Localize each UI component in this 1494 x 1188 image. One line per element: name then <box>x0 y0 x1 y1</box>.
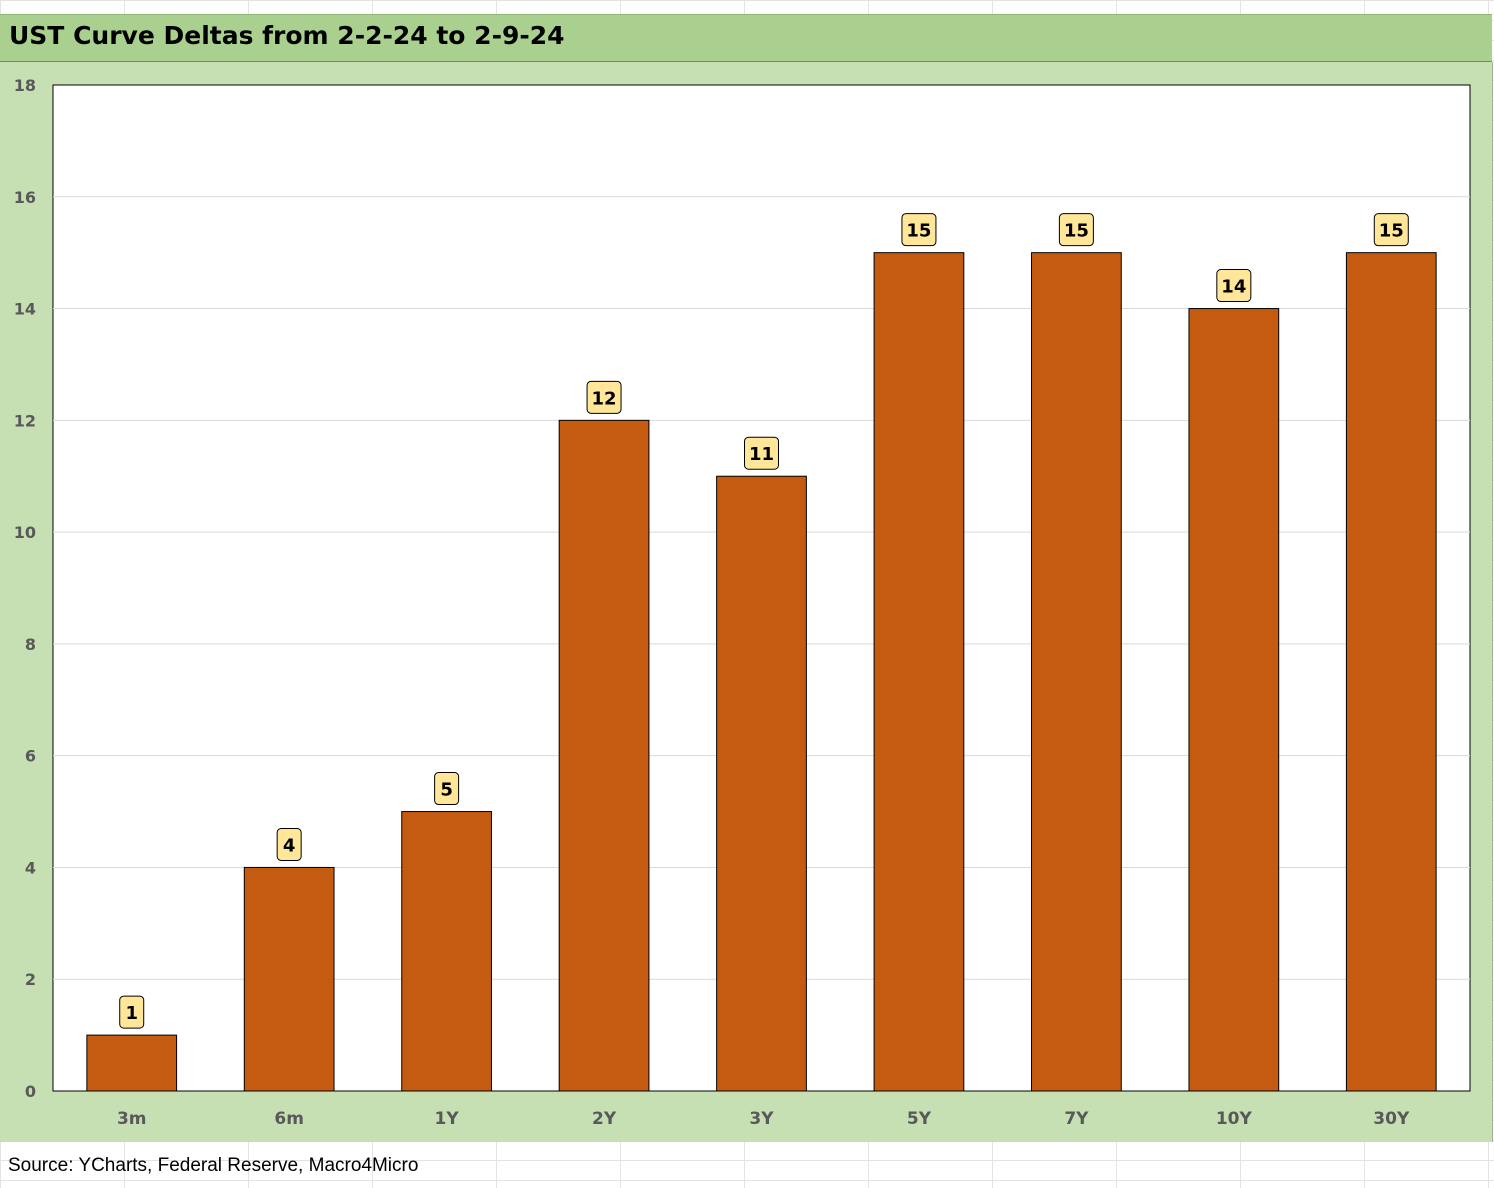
bar-3Y <box>716 475 807 1092</box>
data-label: 15 <box>1379 221 1404 242</box>
x-axis-ticks: 3m 6m 1Y 2Y 3Y 5Y 7Y 10Y 30Y <box>117 1109 1410 1129</box>
x-tick-label: 30Y <box>1373 1109 1410 1129</box>
chart-title: UST Curve Deltas from 2-2-24 to 2-9-24 <box>9 21 565 50</box>
x-tick-label: 7Y <box>1064 1109 1089 1129</box>
bar-3m <box>86 1034 178 1092</box>
x-tick-label: 10Y <box>1216 1109 1253 1129</box>
data-label-box <box>119 995 145 1029</box>
x-tick-label: 3Y <box>749 1109 774 1129</box>
y-tick-label: 10 <box>14 523 36 542</box>
data-label: 1 <box>125 1003 138 1024</box>
x-tick-label: 5Y <box>907 1109 932 1129</box>
data-label-box <box>1373 213 1409 247</box>
data-label: 11 <box>749 444 774 465</box>
bar-6m <box>243 866 335 1092</box>
data-label-box <box>276 827 302 861</box>
y-axis-ticks: 0 2 4 6 8 10 12 14 16 18 <box>14 76 36 1101</box>
y-tick-label: 0 <box>25 1082 36 1101</box>
data-label-box <box>1216 269 1252 303</box>
x-tick-label: 3m <box>117 1109 147 1129</box>
bars <box>86 252 1437 1092</box>
y-tick-label: 6 <box>25 747 36 766</box>
bar-5Y <box>873 252 965 1092</box>
data-label: 5 <box>440 780 453 801</box>
data-label: 15 <box>1064 221 1089 242</box>
bar-10Y <box>1188 308 1280 1092</box>
data-label-box <box>744 436 779 470</box>
y-tick-label: 12 <box>14 411 36 430</box>
y-tick-label: 2 <box>25 970 36 989</box>
data-label-box <box>901 213 937 247</box>
y-tick-label: 8 <box>25 635 36 654</box>
x-tick-label: 6m <box>274 1109 304 1129</box>
y-tick-label: 14 <box>14 300 36 319</box>
bar-2Y <box>558 419 650 1092</box>
data-label-box <box>1058 213 1094 247</box>
data-label-box <box>586 380 622 414</box>
data-label: 14 <box>1221 277 1246 298</box>
bar-30Y <box>1345 252 1437 1092</box>
data-label: 15 <box>906 221 931 242</box>
y-tick-label: 16 <box>14 188 36 207</box>
data-label: 4 <box>283 835 296 856</box>
x-tick-label: 2Y <box>592 1109 617 1129</box>
source-note: Source: YCharts, Federal Reserve, Macro4… <box>8 1155 419 1176</box>
bar-1Y <box>401 811 492 1092</box>
x-tick-label: 1Y <box>435 1109 460 1129</box>
bar-7Y <box>1031 252 1122 1092</box>
data-label-box <box>434 772 460 806</box>
title-bar: UST Curve Deltas from 2-2-24 to 2-9-24 <box>0 14 1492 63</box>
y-tick-label: 4 <box>25 858 36 877</box>
chart-area: 0 2 4 6 8 10 12 14 16 18 1 4 5 12 11 15 15 14 15 3m 6m 1Y 2Y… <box>0 62 1493 1142</box>
y-tick-label: 18 <box>14 76 36 95</box>
data-label: 12 <box>592 388 617 409</box>
